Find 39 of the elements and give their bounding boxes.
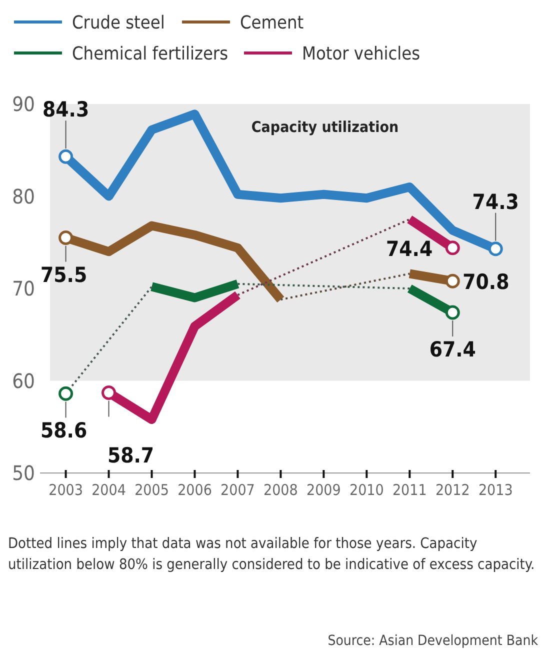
x-tick-label: 2005: [134, 481, 169, 499]
point: [58, 230, 74, 246]
x-tick-label: 2013: [478, 481, 513, 499]
y-tick-label: 80: [12, 184, 35, 208]
data-label: 74.3: [472, 190, 519, 214]
x-tick-label: 2004: [92, 481, 126, 499]
x-tick-label: 2003: [48, 481, 83, 499]
x-tick-label: 2008: [264, 481, 298, 499]
y-tick-label: 50: [12, 461, 35, 485]
point: [102, 385, 116, 400]
legend-label: Cement: [240, 12, 304, 34]
text: Dotted lines imply that data was not available for those years. Capacity utilization below 80% is generally considered to be indicative of excess capacity.: [8, 536, 535, 573]
data-label: 70.8: [462, 270, 510, 294]
data-label: 58.7: [107, 444, 154, 468]
source-note: Source: Asian Development Bank: [328, 633, 539, 649]
data-label: 75.5: [40, 262, 88, 287]
y-tick-label: 70: [12, 276, 35, 300]
point: [445, 274, 460, 288]
band-label: Capacity utilization: [251, 118, 399, 136]
x-tick-label: 2012: [435, 481, 470, 499]
legend-label: Chemical fertilizers: [72, 43, 228, 64]
y-tick-label: 60: [12, 368, 35, 393]
legend-label: Motor vehicles: [302, 43, 420, 64]
data-label: 58.6: [40, 418, 88, 443]
data-label: 84.3: [42, 98, 90, 122]
point: [58, 149, 74, 164]
data-label: 74.4: [386, 236, 433, 261]
point: [445, 240, 460, 256]
x-tick-label: 2006: [178, 481, 212, 499]
x-tick-label: 2009: [306, 481, 341, 499]
x-tick-label: 2010: [349, 481, 384, 499]
x-tick-label: 2007: [220, 481, 255, 499]
y-tick-label: 90: [12, 92, 35, 116]
x-tick-label: 2011: [392, 481, 427, 499]
legend-label: Crude steel: [72, 12, 165, 34]
point: [488, 242, 503, 256]
data-label: 67.4: [429, 337, 476, 362]
point: [58, 386, 74, 401]
point: [445, 305, 460, 320]
